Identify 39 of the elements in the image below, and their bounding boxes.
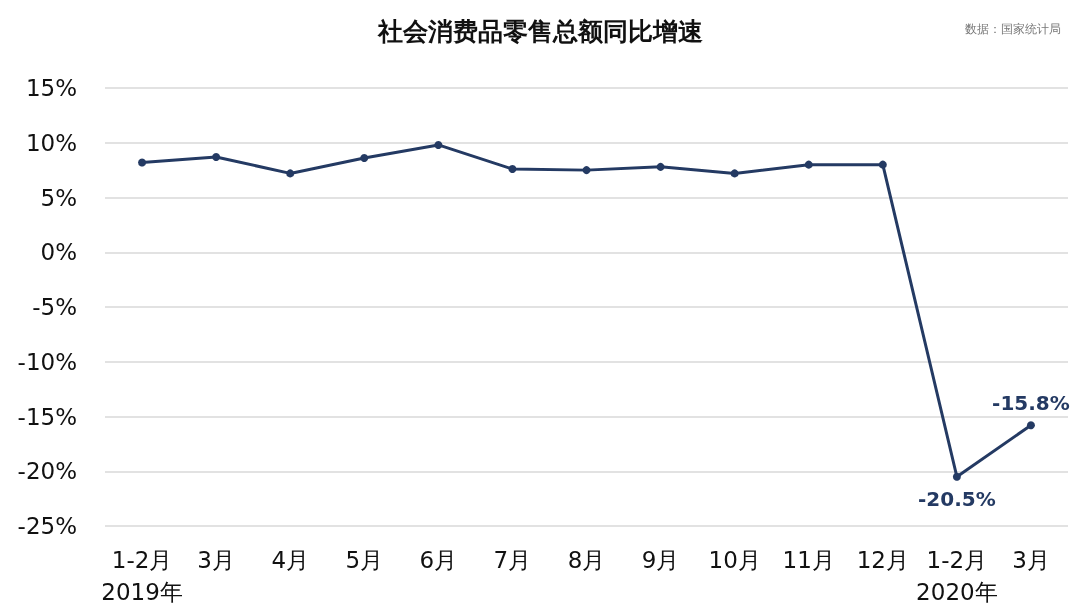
point bbox=[138, 158, 147, 167]
y-tick-label: 5% bbox=[40, 184, 77, 211]
y-tick-label: -5% bbox=[32, 294, 77, 320]
x-tick-label: 3月 bbox=[1012, 547, 1050, 573]
y-tick-label: -20% bbox=[17, 458, 77, 485]
text: 数据：国家统计局 bbox=[965, 22, 1061, 36]
point bbox=[286, 169, 295, 178]
point bbox=[952, 472, 961, 481]
data-label: -20.5% bbox=[918, 486, 996, 511]
x-tick-label: 8月 bbox=[567, 547, 606, 573]
x-tick-label: 9月 bbox=[641, 547, 680, 573]
x-tick-label: 6月 bbox=[419, 547, 458, 573]
y-tick-label: -25% bbox=[17, 513, 77, 539]
point bbox=[360, 154, 369, 163]
y-tick-label: 15% bbox=[25, 75, 77, 101]
x-tick-label: 4月 bbox=[271, 547, 310, 573]
point bbox=[730, 169, 739, 178]
x-tick-label: 11月 bbox=[782, 547, 835, 573]
point bbox=[582, 166, 591, 175]
x-tick-label: 3月 bbox=[197, 547, 235, 573]
point bbox=[508, 165, 517, 174]
x-tick-label: 7月 bbox=[493, 547, 532, 573]
y-tick-label: 10% bbox=[25, 129, 77, 156]
x-tick-label: 10月 bbox=[708, 547, 761, 573]
point bbox=[1026, 421, 1035, 430]
y-tick-label: 0% bbox=[40, 239, 77, 266]
point bbox=[212, 152, 221, 161]
data-label: -15.8% bbox=[992, 391, 1070, 416]
point bbox=[878, 160, 887, 169]
x-tick-label: 1-2月 2020年 bbox=[916, 547, 998, 605]
chart-title: 社会消费品零售总额同比增速 bbox=[376, 17, 703, 46]
y-tick-label: -15% bbox=[17, 403, 77, 430]
y-tick-label: -10% bbox=[17, 348, 77, 375]
x-tick-label: 5月 bbox=[345, 547, 384, 573]
point bbox=[656, 162, 665, 171]
x-tick-label: 1-2月 2019年 bbox=[101, 547, 183, 605]
point bbox=[804, 160, 813, 169]
x-tick-label: 12月 bbox=[856, 547, 909, 573]
point bbox=[434, 140, 443, 149]
